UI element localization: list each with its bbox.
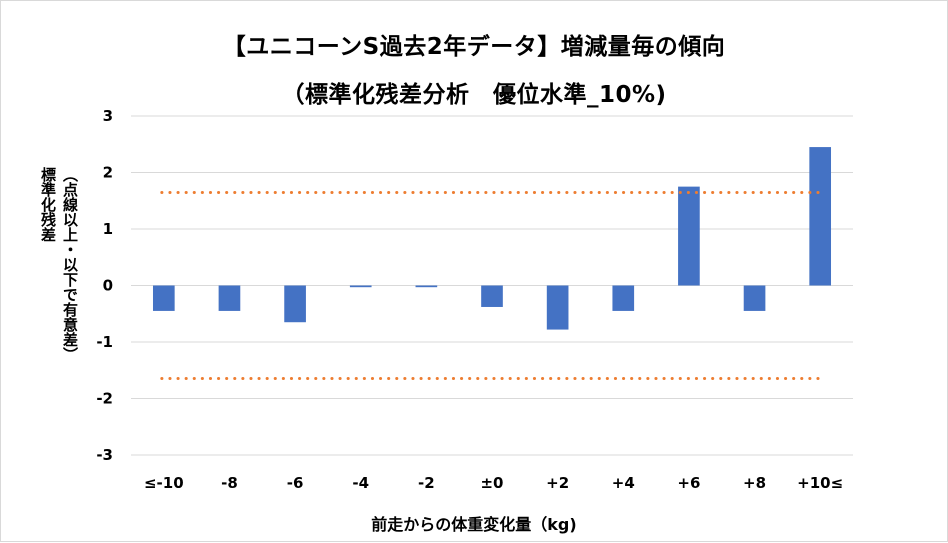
- y-tick-label: -1: [96, 333, 113, 351]
- y-axis-label-main: 標準化残差: [39, 167, 57, 242]
- bar: [743, 285, 766, 311]
- x-tick-label: -4: [352, 474, 369, 492]
- x-tick-label: +4: [612, 474, 635, 492]
- bar: [546, 285, 569, 330]
- y-tick-label: 0: [103, 277, 113, 295]
- x-axis-label: 前走からの体重変化量（kg): [371, 515, 577, 534]
- bar: [678, 186, 700, 286]
- bar: [349, 285, 372, 288]
- bar: [415, 285, 438, 288]
- bar: [218, 285, 241, 311]
- chart-subtitle: （標準化残差分析 優位水準_10%): [281, 82, 667, 108]
- y-tick-label: -3: [96, 446, 113, 464]
- y-axis-label-note: （点線以上・以下で有意差）: [61, 167, 79, 362]
- x-tick-label: +10≤: [797, 474, 843, 492]
- x-tick-label: ≤-10: [144, 474, 184, 492]
- chart-title: 【ユニコーンS過去2年データ】増減量毎の傾向: [222, 34, 726, 60]
- y-tick-label: 3: [103, 107, 113, 125]
- y-tick-label: -2: [96, 390, 113, 408]
- x-tick-label: ±0: [480, 474, 503, 492]
- bar: [481, 285, 503, 307]
- x-tick-label: -6: [287, 474, 304, 492]
- y-tick-label: 2: [103, 164, 113, 182]
- x-tick-label: +6: [677, 474, 700, 492]
- bar: [284, 285, 306, 323]
- bar: [809, 147, 832, 286]
- bar: [152, 285, 175, 311]
- y-tick-label: 1: [103, 220, 113, 238]
- x-tick-label: -8: [221, 474, 238, 492]
- bar: [612, 285, 635, 311]
- x-tick-label: -2: [418, 474, 435, 492]
- y-axis-label: （点線以上・以下で有意差） 標準化残差: [31, 167, 81, 412]
- x-tick-label: +8: [743, 474, 766, 492]
- x-tick-label: +2: [546, 474, 569, 492]
